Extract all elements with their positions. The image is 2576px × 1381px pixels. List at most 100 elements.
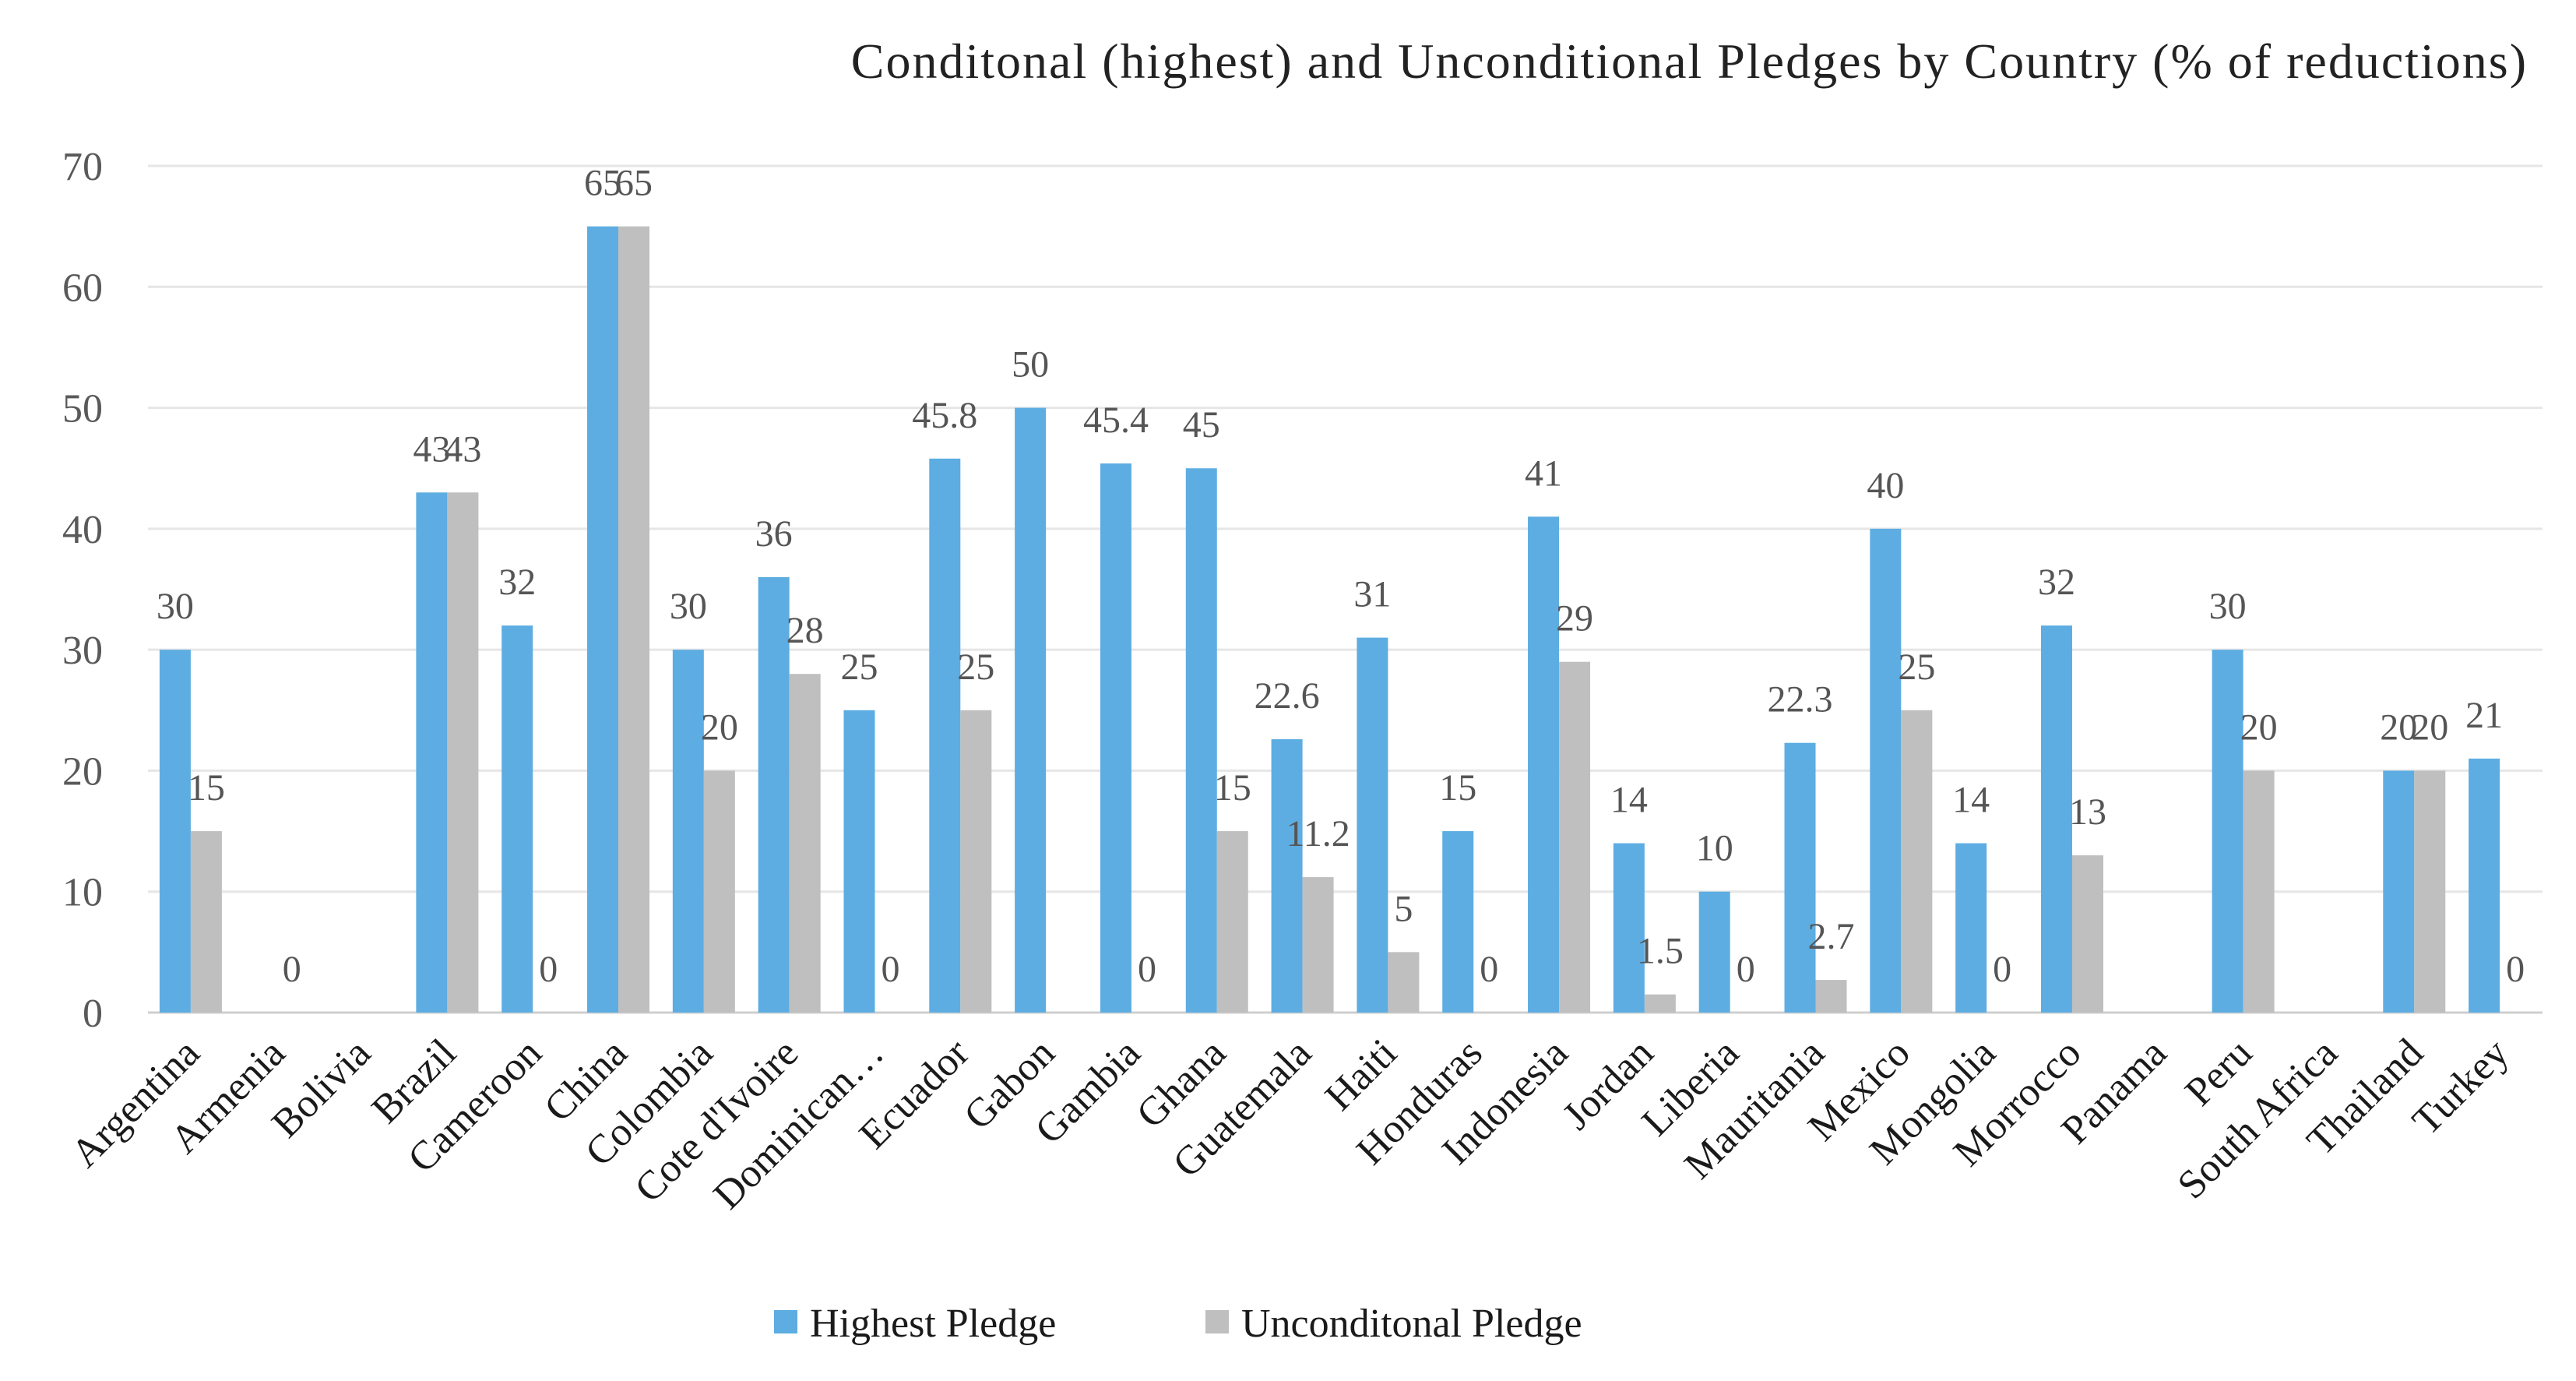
bar-highest-gambia — [1100, 463, 1131, 1013]
data-label-unconditional-brazil: 43 — [444, 428, 481, 470]
bar-highest-turkey — [2469, 758, 2500, 1013]
data-label-highest-china: 65 — [584, 163, 621, 204]
data-label-unconditional-honduras: 0 — [1480, 949, 1498, 990]
bar-highest-brazil — [416, 492, 448, 1013]
data-label-highest-jordan: 14 — [1610, 780, 1648, 821]
data-label-highest-peru: 30 — [2209, 586, 2247, 627]
bar-highest-guatemala — [1271, 739, 1303, 1013]
data-label-unconditional-ghana: 15 — [1214, 767, 1251, 809]
y-tick-label-60: 60 — [62, 266, 103, 310]
data-label-highest-mongolia: 14 — [1952, 780, 1990, 821]
bar-unconditional-indonesia — [1559, 661, 1591, 1013]
legend-label-unconditional-pledge: Unconditonal Pledge — [1241, 1302, 1582, 1346]
bar-highest-argentina — [159, 650, 191, 1013]
y-tick-label-50: 50 — [62, 387, 103, 432]
bar-highest-thailand — [2383, 770, 2415, 1013]
data-label-unconditional-armenia: 0 — [283, 949, 301, 990]
x-tick-label-turkey: Turkey — [2404, 1030, 2517, 1143]
data-label-highest-colombia: 30 — [670, 586, 707, 627]
bar-unconditional-ecuador — [960, 710, 992, 1013]
bar-unconditional-cote-d-ivoire — [789, 674, 821, 1013]
legend-swatch-highest-pledge — [774, 1310, 797, 1333]
data-label-unconditional-ecuador: 25 — [957, 646, 994, 688]
data-label-unconditional-china: 65 — [615, 163, 653, 204]
data-label-highest-liberia: 10 — [1696, 828, 1733, 869]
data-label-unconditional-mauritania: 2.7 — [1808, 916, 1855, 957]
data-label-highest-gabon: 50 — [1012, 344, 1049, 386]
bar-highest-cote-d-ivoire — [758, 576, 790, 1013]
gridlines — [148, 164, 2543, 1014]
bar-unconditional-guatemala — [1302, 877, 1334, 1013]
data-label-unconditional-guatemala: 11.2 — [1286, 813, 1350, 854]
x-tick-label-bolivia: Bolivia — [263, 1030, 379, 1147]
legend: Highest Pledge Unconditonal Pledge — [774, 1302, 1582, 1346]
data-label-highest-argentina: 30 — [157, 586, 194, 627]
data-label-unconditional-thailand: 20 — [2411, 706, 2448, 748]
y-axis-ticks: 0 10 20 30 40 50 60 70 — [62, 145, 103, 1036]
bar-unconditional-brazil — [447, 492, 479, 1013]
bar-highest-peru — [2212, 650, 2243, 1013]
bar-unconditional-morrocco — [2071, 855, 2103, 1013]
data-label-unconditional-mongolia: 0 — [1993, 949, 2011, 990]
data-label-unconditional-liberia: 0 — [1737, 949, 1755, 990]
data-label-highest-dominican: 25 — [840, 646, 878, 688]
data-label-highest-indonesia: 41 — [1525, 453, 1562, 494]
bar-highest-jordan — [1613, 843, 1645, 1013]
data-label-highest-mauritania: 22.3 — [1768, 679, 1833, 720]
data-label-highest-gambia: 45.4 — [1083, 400, 1149, 441]
data-label-unconditional-mexico: 25 — [1898, 646, 1935, 688]
bar-unconditional-jordan — [1644, 994, 1676, 1013]
bar-highest-indonesia — [1528, 516, 1560, 1013]
bar-unconditional-colombia — [703, 770, 735, 1013]
bar-highest-mauritania — [1784, 742, 1816, 1013]
bar-unconditional-thailand — [2414, 770, 2446, 1013]
bar-highest-liberia — [1698, 891, 1730, 1013]
data-label-unconditional-peru: 20 — [2240, 706, 2278, 748]
y-tick-label-40: 40 — [62, 508, 103, 552]
bar-highest-mexico — [1870, 528, 1902, 1013]
y-tick-label-10: 10 — [62, 871, 103, 915]
x-axis-ticks: ArgentinaArmeniaBoliviaBrazilCameroonChi… — [63, 1030, 2518, 1217]
data-label-unconditional-colombia: 20 — [701, 706, 738, 748]
data-label-unconditional-cameroon: 0 — [539, 949, 558, 990]
y-tick-label-70: 70 — [62, 145, 103, 189]
data-label-highest-morrocco: 32 — [2038, 562, 2075, 603]
bar-highest-ghana — [1185, 468, 1217, 1013]
bar-unconditional-peru — [2243, 770, 2275, 1013]
data-label-highest-ecuador: 45.8 — [912, 395, 977, 436]
bar-unconditional-mexico — [1901, 710, 1933, 1013]
data-label-unconditional-gambia: 0 — [1138, 949, 1156, 990]
data-label-unconditional-dominican: 0 — [881, 949, 899, 990]
bar-highest-morrocco — [2040, 625, 2072, 1013]
y-tick-label-30: 30 — [62, 629, 103, 673]
data-label-highest-haiti: 31 — [1353, 574, 1391, 615]
bar-highest-haiti — [1357, 637, 1388, 1013]
bar-highest-honduras — [1442, 831, 1474, 1013]
data-label-unconditional-turkey: 0 — [2506, 949, 2525, 990]
data-label-highest-honduras: 15 — [1439, 767, 1476, 809]
data-label-highest-mexico: 40 — [1867, 465, 1904, 506]
bar-highest-cameroon — [501, 625, 533, 1013]
chart-title: Conditonal (highest) and Unconditional P… — [851, 33, 2528, 89]
legend-swatch-unconditional-pledge — [1205, 1310, 1229, 1333]
bar-unconditional-china — [618, 226, 650, 1013]
bar-highest-dominican — [843, 710, 875, 1013]
data-label-highest-ghana: 45 — [1183, 404, 1220, 446]
data-label-highest-guatemala: 22.6 — [1255, 675, 1320, 717]
y-tick-label-20: 20 — [62, 749, 103, 794]
bar-highest-colombia — [672, 650, 704, 1013]
bar-unconditional-argentina — [190, 831, 222, 1013]
y-tick-label-0: 0 — [83, 992, 103, 1036]
data-label-unconditional-morrocco: 13 — [2069, 791, 2106, 833]
bar-highest-ecuador — [929, 458, 961, 1013]
bar-unconditional-ghana — [1216, 831, 1248, 1013]
data-label-unconditional-argentina: 15 — [188, 767, 225, 809]
data-label-unconditional-cote-d-ivoire: 28 — [787, 610, 824, 651]
data-label-highest-thailand: 20 — [2380, 706, 2417, 748]
data-label-highest-turkey: 21 — [2465, 695, 2503, 736]
bar-highest-gabon — [1015, 407, 1047, 1013]
bar-unconditional-mauritania — [1815, 980, 1847, 1013]
legend-label-highest-pledge: Highest Pledge — [810, 1302, 1056, 1346]
